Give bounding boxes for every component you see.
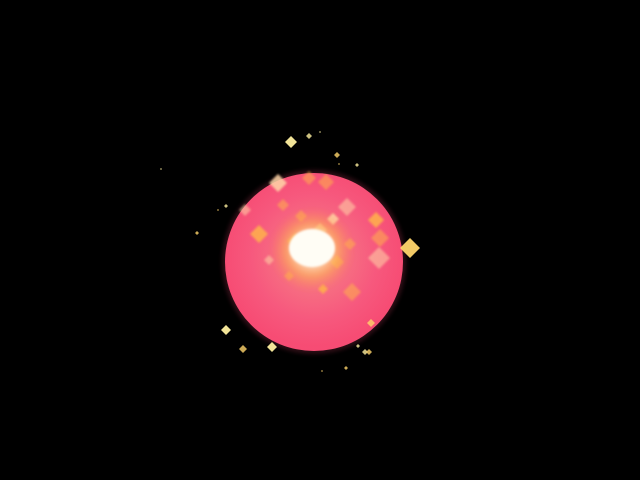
sparkle-icon [267, 342, 277, 352]
inner-sparkle-icon [371, 229, 389, 247]
inner-sparkle-icon [277, 199, 289, 211]
inner-sparkle-icon [269, 174, 287, 192]
sparkle-icon [221, 325, 231, 335]
sparkle-icon [239, 345, 247, 353]
sparkle-icon [334, 152, 340, 158]
sparkle-icon [319, 131, 321, 133]
sparkle-icon [356, 344, 360, 348]
sparkle-icon [338, 163, 340, 165]
sparkle-icon [224, 204, 228, 208]
sparkle-icon [366, 349, 372, 355]
inner-sparkle-icon [343, 283, 361, 301]
sparkle-icon [160, 168, 162, 170]
inner-sparkle-icon [318, 174, 334, 190]
sparkle-icon [285, 136, 297, 148]
bright-white-core-icon [270, 208, 354, 292]
sparkle-icon [306, 133, 312, 139]
sparkle-icon [400, 238, 420, 258]
outer-sparkle-particles [160, 131, 420, 372]
inner-sparkle-icon [239, 204, 251, 216]
sparkle-icon [362, 349, 368, 355]
sparkle-icon [321, 370, 323, 372]
inner-sparkle-icon [368, 212, 384, 228]
inner-sparkle-icon [338, 198, 356, 216]
inner-sparkle-icon [302, 171, 316, 185]
inner-sparkle-icon [368, 247, 390, 269]
sparkle-icon [195, 231, 199, 235]
inner-sparkle-icon [250, 225, 268, 243]
sparkle-icon [367, 319, 375, 327]
sparkle-icon [344, 366, 348, 370]
sparkle-icon [355, 163, 359, 167]
sparkle-icon [217, 209, 219, 211]
